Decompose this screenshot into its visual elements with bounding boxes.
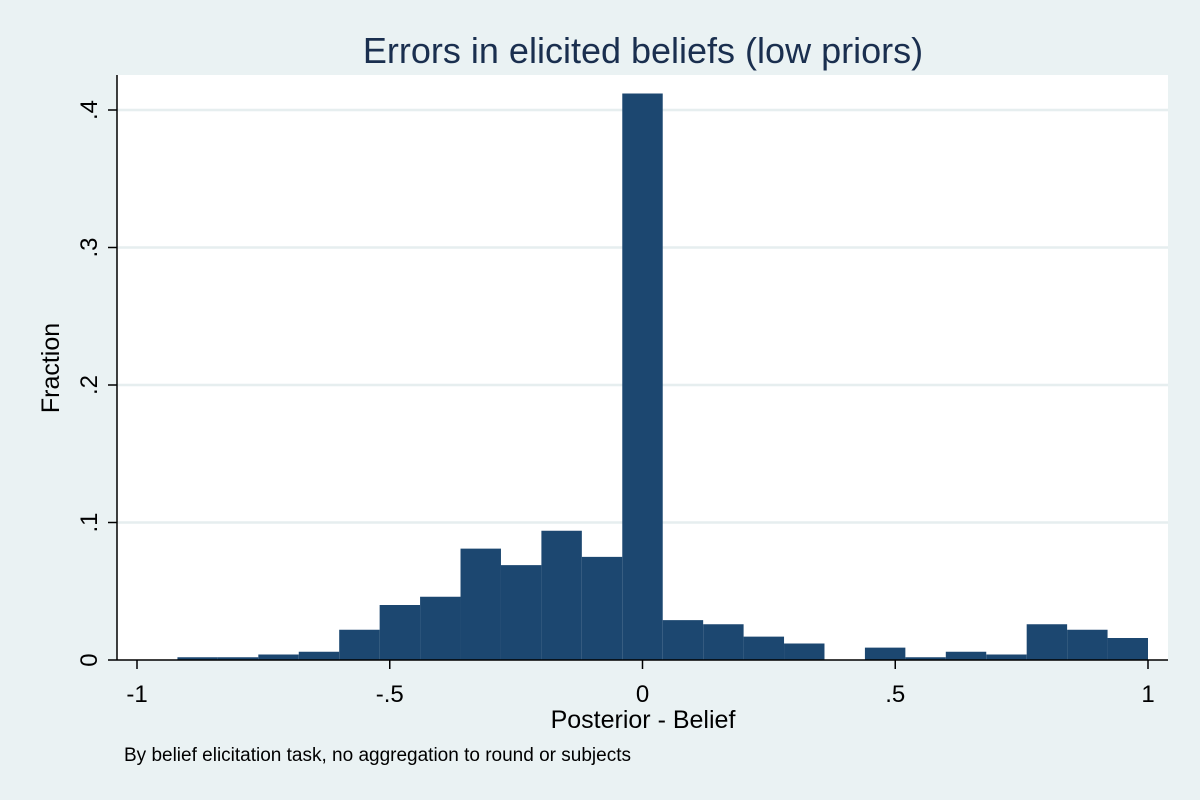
histogram-bar xyxy=(339,629,380,660)
y-axis-ticks: 0 .1 .2 .3 .4 xyxy=(76,100,117,667)
histogram-bar xyxy=(541,530,582,660)
histogram-bar xyxy=(986,654,1027,660)
x-axis-ticks: -1 -.5 0 .5 1 xyxy=(126,660,1155,708)
histogram-bar xyxy=(784,643,825,660)
histogram-bar xyxy=(1107,638,1148,660)
y-tick-label: .1 xyxy=(76,512,103,532)
histogram-bar xyxy=(420,596,461,660)
y-axis-label: Fraction xyxy=(37,323,65,413)
histogram-bar xyxy=(217,657,259,660)
histogram-bar xyxy=(258,654,299,660)
histogram-bar xyxy=(177,657,218,660)
chart-note: By belief elicitation task, no aggregati… xyxy=(124,745,631,766)
histogram-bars xyxy=(177,93,1148,660)
x-tick-label: 1 xyxy=(1141,681,1154,708)
histogram-bar xyxy=(945,651,987,660)
histogram-bar xyxy=(1026,624,1068,660)
x-tick-label: -1 xyxy=(126,681,147,708)
histogram-bar xyxy=(864,647,906,660)
histogram-bar xyxy=(905,657,946,660)
y-tick-label: .4 xyxy=(76,100,103,120)
histogram-bar xyxy=(622,93,663,660)
y-tick-label: .3 xyxy=(76,237,103,257)
histogram-bar xyxy=(298,651,340,660)
x-tick-label: .5 xyxy=(885,681,905,708)
histogram-bar xyxy=(379,605,421,660)
y-tick-label: 0 xyxy=(76,653,103,666)
chart-title: Errors in elicited beliefs (low priors) xyxy=(363,30,923,71)
histogram-bar xyxy=(743,636,785,660)
x-axis-label: Posterior - Belief xyxy=(551,706,736,734)
histogram-bar xyxy=(460,548,501,660)
x-tick-label: 0 xyxy=(636,681,649,708)
histogram-bar xyxy=(500,565,542,660)
histogram-bar xyxy=(703,624,744,660)
y-tick-label: .2 xyxy=(76,375,103,395)
histogram-bar xyxy=(1067,629,1108,660)
histogram-bar xyxy=(662,620,704,660)
x-tick-label: -.5 xyxy=(376,681,404,708)
histogram-bar xyxy=(581,556,623,660)
